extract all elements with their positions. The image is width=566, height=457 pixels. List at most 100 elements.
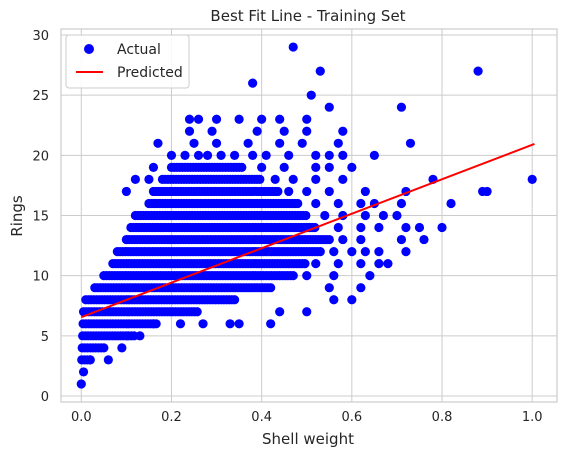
data-point (333, 198, 343, 209)
data-point (419, 234, 429, 245)
legend-box (65, 34, 190, 89)
data-point (324, 162, 334, 172)
y-tick-label: 15 (32, 210, 49, 225)
data-point (347, 246, 357, 257)
data-point (437, 222, 447, 233)
data-point (347, 162, 357, 172)
data-point (302, 114, 312, 124)
data-point (473, 66, 483, 76)
data-point (270, 174, 280, 185)
data-point (130, 174, 140, 185)
data-point (383, 259, 393, 269)
data-point (78, 367, 89, 377)
data-point (288, 42, 298, 52)
data-point (405, 138, 416, 148)
data-point (279, 162, 289, 172)
data-point (148, 162, 159, 172)
x-tick-label: 0.4 (251, 410, 272, 425)
data-point (255, 174, 265, 185)
data-point (166, 150, 177, 160)
data-point (248, 150, 258, 160)
data-point (329, 246, 339, 257)
data-point (396, 234, 407, 245)
data-point (288, 174, 298, 185)
data-point (315, 246, 325, 257)
data-point (320, 210, 330, 221)
data-point (374, 222, 384, 233)
data-point (301, 210, 311, 221)
data-point (300, 259, 310, 269)
data-point (234, 319, 244, 329)
data-point (333, 259, 343, 269)
data-point (302, 271, 312, 281)
data-point (401, 222, 411, 233)
data-point (324, 234, 334, 245)
data-point (230, 295, 240, 305)
data-point (284, 186, 294, 197)
predicted-line-layer (80, 142, 535, 319)
data-point (338, 150, 348, 160)
data-point (311, 259, 321, 269)
data-point (184, 126, 195, 136)
data-point (414, 222, 425, 233)
data-point (329, 295, 339, 305)
predicted-line (80, 142, 535, 319)
data-point (243, 138, 253, 148)
data-point (329, 271, 339, 281)
y-tick-label: 25 (32, 89, 49, 104)
data-point (360, 246, 370, 257)
legend-predicted-label: Predicted (117, 65, 183, 81)
data-point (189, 138, 199, 148)
data-point (482, 186, 492, 197)
data-point (279, 126, 289, 136)
data-point (401, 246, 411, 257)
data-point (311, 150, 321, 160)
legend-actual-marker (84, 44, 94, 54)
data-point (446, 198, 456, 209)
data-point (347, 295, 357, 305)
data-point (311, 198, 321, 209)
data-point (85, 355, 95, 365)
data-point (293, 198, 303, 209)
data-point (369, 150, 379, 160)
data-point (333, 222, 343, 233)
data-point (302, 186, 312, 197)
data-point (288, 271, 298, 281)
data-point (315, 66, 325, 76)
data-point (306, 90, 316, 100)
data-point (257, 162, 267, 172)
data-point (275, 307, 285, 317)
data-point (527, 174, 537, 185)
data-point (302, 126, 312, 136)
data-point (338, 126, 348, 136)
data-point (193, 150, 204, 160)
x-tick-label: 0.0 (71, 410, 92, 425)
data-point (216, 150, 226, 160)
data-point (356, 259, 366, 269)
data-point (234, 114, 244, 124)
data-point (360, 210, 370, 221)
data-point (184, 114, 195, 124)
data-point (333, 138, 343, 148)
data-point (275, 138, 285, 148)
data-point (356, 234, 366, 245)
legend[interactable]: Actual Predicted (65, 34, 190, 89)
data-point (211, 114, 222, 124)
data-point (192, 307, 202, 317)
y-tick-label: 0 (41, 390, 49, 405)
data-point (135, 331, 145, 341)
data-point (261, 150, 271, 160)
data-point (252, 126, 262, 136)
data-point (324, 186, 334, 197)
data-point (324, 283, 334, 293)
y-tick-label: 30 (32, 29, 49, 44)
x-axis-label: Shell weight (262, 430, 354, 448)
x-tick-labels: 0.0 0.2 0.4 0.6 0.8 1.0 (71, 410, 543, 425)
data-point (374, 259, 384, 269)
legend-actual-label: Actual (117, 42, 161, 58)
data-point (356, 222, 366, 233)
data-point (193, 114, 204, 124)
y-tick-label: 10 (32, 270, 49, 285)
data-point (338, 174, 348, 185)
